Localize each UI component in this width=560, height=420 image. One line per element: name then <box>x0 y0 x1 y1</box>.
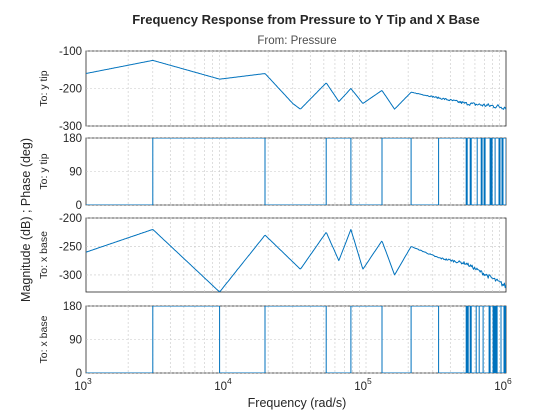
x-axis-label: Frequency (rad/s) <box>248 396 347 410</box>
x-tick-label: 105 <box>354 376 372 393</box>
x-tick-labels: 103 104 105 106 <box>74 376 512 393</box>
series-line <box>86 229 506 292</box>
panel-3: -200 -250 -300 To: x base <box>38 213 507 293</box>
y-tick-label: -250 <box>59 241 82 253</box>
y-tick-label: 90 <box>69 167 82 179</box>
y-tick-label: 90 <box>69 335 82 347</box>
y-tick-label: -200 <box>59 84 82 96</box>
x-tick-label: 104 <box>214 376 232 393</box>
y-tick-label: 0 <box>76 368 82 380</box>
panel-1: -100 -200 -300 To: y tip <box>38 46 507 133</box>
y-tick-label: -100 <box>59 46 82 58</box>
row-label: To: x base <box>38 231 50 279</box>
y-tick-label: -300 <box>59 121 82 133</box>
y-tick-label: -200 <box>59 213 82 225</box>
x-tick-label: 106 <box>494 376 512 393</box>
y-tick-label: -300 <box>59 270 82 282</box>
row-label: To: y tip <box>38 70 50 106</box>
chart-subtitle: From: Pressure <box>257 35 336 47</box>
row-label: To: x base <box>38 315 50 363</box>
series-line <box>86 59 506 110</box>
row-label: To: y tip <box>38 153 50 189</box>
panel-3-frame <box>85 217 507 293</box>
y-tick-label: 180 <box>63 301 82 313</box>
panels-group: -100 -200 -300 To: y tip 180 90 0 To: y tip -200… <box>38 46 507 380</box>
y-tick-label: 0 <box>76 200 82 212</box>
y-tick-label: 180 <box>63 133 82 145</box>
panel-2: 180 90 0 To: y tip <box>38 133 507 212</box>
y-axis-label: Magnitude (dB) ; Phase (deg) <box>19 138 33 302</box>
chart-title: Frequency Response from Pressure to Y Ti… <box>132 12 480 27</box>
panel-4: 180 90 0 To: x base <box>38 301 507 380</box>
x-tick-label: 103 <box>74 376 92 393</box>
